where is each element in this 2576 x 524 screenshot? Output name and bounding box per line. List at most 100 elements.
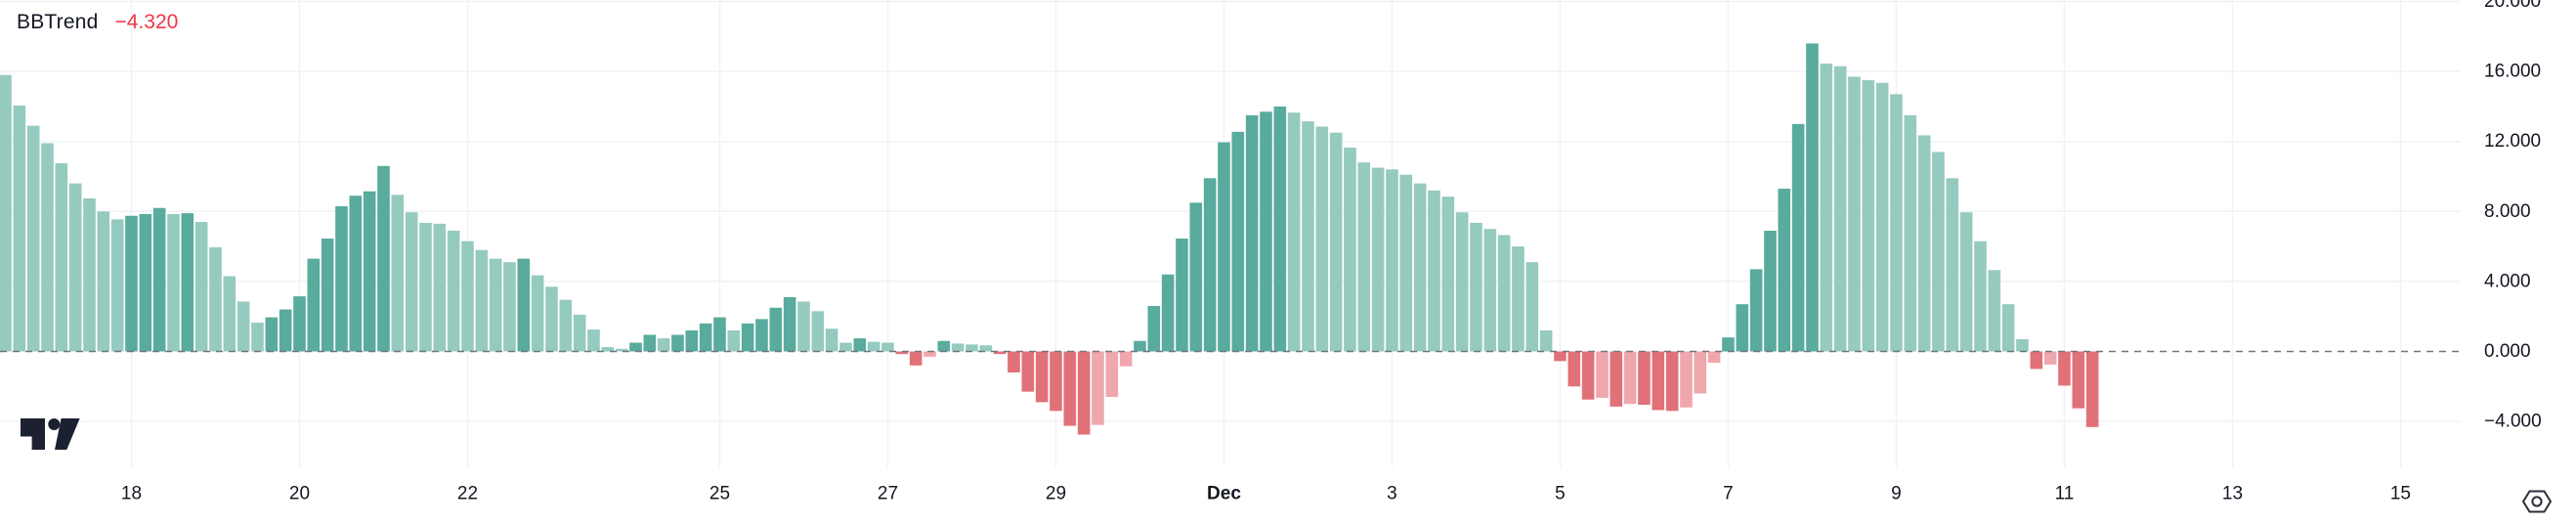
histogram-bar [1231, 131, 1245, 352]
histogram-bar [1021, 351, 1035, 392]
histogram-bar [2001, 304, 2015, 352]
histogram-bar [55, 163, 68, 352]
logo-block [21, 418, 45, 437]
histogram-bar [1273, 106, 1287, 352]
logo-dot [48, 418, 61, 430]
histogram-bar [1539, 330, 1553, 352]
histogram-bar [671, 334, 684, 352]
histogram-bar [1302, 121, 1314, 352]
histogram-bar [1764, 230, 1777, 352]
histogram-bar [1638, 351, 1651, 406]
histogram-bar [853, 338, 867, 352]
histogram-bar [1707, 351, 1721, 364]
logo-block [31, 435, 45, 450]
hexagon-settings-icon [2522, 490, 2552, 513]
y-axis-label: −4.000 [2484, 412, 2542, 432]
tradingview-logo[interactable] [21, 418, 81, 450]
histogram-bar [1525, 262, 1539, 352]
histogram-bar [1386, 169, 1398, 352]
y-axis-label: 4.000 [2484, 271, 2531, 291]
time-axis[interactable]: 18 20 22 25 27 29 Dec 3 5 7 9 11 13 15 [121, 484, 2411, 504]
histogram-bar [13, 106, 26, 352]
histogram-bar [139, 213, 152, 352]
histogram-bar [1147, 305, 1161, 352]
histogram-bar [713, 317, 726, 352]
y-axis-label: 0.000 [2484, 341, 2531, 362]
x-axis-label: 20 [289, 484, 310, 504]
x-axis-label: 15 [2390, 484, 2411, 504]
x-axis-label: 5 [1555, 484, 1566, 504]
indicator-value: −4.320 [114, 11, 179, 33]
histogram-bar [125, 215, 138, 352]
histogram-bar [447, 230, 460, 352]
histogram-bar [839, 342, 852, 352]
histogram-bar [1455, 212, 1469, 352]
histogram-bar [1218, 142, 1230, 352]
histogram-bar [1680, 351, 1693, 408]
histogram-bar [391, 195, 405, 352]
histogram-bar [1791, 123, 1805, 352]
x-axis-label: 7 [1723, 484, 1734, 504]
histogram-bar [293, 296, 306, 352]
x-axis-label: 13 [2222, 484, 2243, 504]
histogram-bar [1610, 351, 1623, 407]
histogram-bar [0, 74, 12, 352]
histogram-bar [1833, 66, 1847, 352]
histogram-bar [923, 351, 936, 357]
histogram-bar [181, 213, 194, 352]
histogram-bar [1344, 147, 1356, 352]
price-axis[interactable]: 20.000 16.000 12.000 8.000 4.000 0.000 −4.000 [2484, 0, 2542, 432]
histogram-bar [1176, 239, 1188, 352]
pane-settings-button[interactable] [2519, 487, 2555, 516]
histogram-bar [2043, 351, 2057, 365]
histogram-bar [909, 351, 923, 366]
hexagon-outline [2522, 490, 2552, 513]
indicator-title: BBTrend [17, 11, 99, 33]
histogram-bar [727, 330, 741, 352]
histogram-bar [209, 246, 222, 352]
histogram-bar [1694, 351, 1707, 394]
histogram-bar [1581, 351, 1595, 400]
histogram-bar [279, 309, 292, 352]
histogram-bars [0, 43, 2099, 435]
histogram-bar [1329, 132, 1343, 352]
histogram-bar [321, 239, 334, 352]
histogram-bar [363, 191, 376, 352]
histogram-bar [545, 286, 558, 352]
histogram-bar [1512, 246, 1524, 352]
histogram-bar [236, 301, 250, 352]
histogram-bar [993, 351, 1007, 355]
histogram-bar [223, 276, 236, 352]
histogram-bar [1820, 64, 1833, 352]
indicator-legend[interactable]: BBTrend −4.320 [17, 9, 178, 36]
histogram-bar [966, 344, 978, 352]
histogram-bar [433, 223, 447, 352]
histogram-bar [194, 222, 208, 352]
histogram-bar [1287, 112, 1301, 352]
histogram-bar [1189, 202, 1203, 352]
x-axis-label: Dec [1207, 484, 1241, 504]
histogram-bar [1497, 235, 1511, 352]
histogram-bar [1203, 178, 1217, 352]
histogram-bar [1932, 152, 1945, 352]
histogram-bar [601, 347, 615, 352]
histogram-bar [2030, 351, 2043, 370]
histogram-bar [2085, 351, 2099, 427]
histogram-bar [797, 301, 810, 352]
histogram-bar [741, 323, 754, 352]
histogram-bar [1063, 351, 1077, 426]
histogram-bar [755, 319, 768, 352]
histogram-bar [1441, 196, 1455, 352]
histogram-bar [405, 212, 418, 352]
histogram-bar [517, 258, 531, 352]
histogram-bar [2072, 351, 2085, 409]
histogram-bar [1470, 222, 1482, 352]
histogram-bar [1008, 351, 1020, 372]
histogram-bar [1554, 351, 1567, 362]
x-axis-label: 22 [457, 484, 478, 504]
histogram-bar [1848, 76, 1861, 352]
histogram-bar [573, 314, 586, 352]
histogram-bar [1357, 162, 1371, 352]
histogram-bar [1904, 114, 1917, 352]
